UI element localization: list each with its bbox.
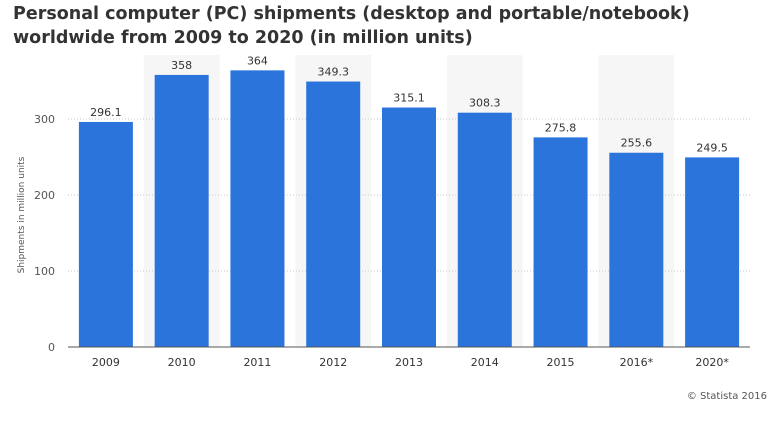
y-tick-label: 0 [48,341,55,354]
bar [457,112,512,347]
chart-title: Personal computer (PC) shipments (deskto… [13,4,690,48]
bar [154,74,209,348]
x-tick-label: 2011 [243,356,271,369]
bar [78,121,133,348]
bar [609,152,664,347]
x-tick-label: 2013 [395,356,423,369]
bar [533,137,588,347]
value-label: 249.5 [696,141,728,154]
x-tick-label: 2016* [620,356,654,369]
bar [382,107,436,347]
y-axis-label: Shipments in million units [17,156,27,273]
value-label: 308.3 [469,97,501,110]
source-credit: © Statista 2016 [686,391,767,402]
x-tick-label: 2009 [92,356,120,369]
x-axis-ticks: 2009 2010 2011 2012 2013 2014 2015 2016* 2020* [92,356,729,369]
y-tick-label: 200 [34,189,55,202]
bar [230,70,285,348]
value-label: 255.6 [621,137,653,150]
value-label: 358 [171,59,192,72]
bar [306,81,361,348]
value-label: 364 [247,54,268,67]
x-tick-label: 2020* [695,356,729,369]
value-label: 349.3 [317,66,349,79]
x-tick-label: 2012 [319,356,347,369]
value-labels: 296.1 358 364 349.3 315.1 308.3 275.8 255.6 249.… [90,54,728,154]
value-label: 275.8 [545,121,577,134]
x-tick-label: 2014 [471,356,499,369]
x-tick-label: 2015 [547,356,575,369]
bars [78,70,740,348]
bar [685,157,740,347]
y-tick-label: 100 [34,265,55,278]
y-axis-ticks: 0 100 200 300 [34,113,55,354]
x-tick-label: 2010 [168,356,196,369]
value-label: 315.1 [393,92,425,105]
y-tick-label: 300 [34,113,55,126]
value-label: 296.1 [90,106,122,119]
